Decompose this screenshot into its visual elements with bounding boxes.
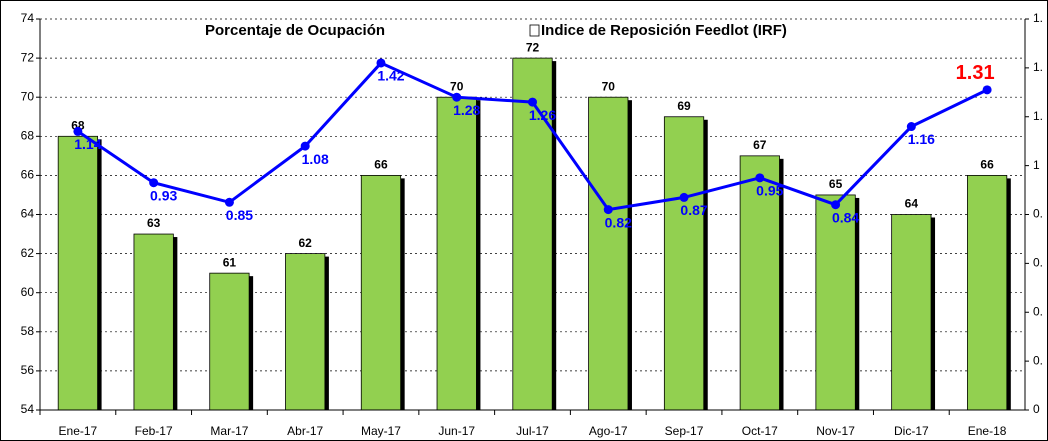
line-value-label: 1.14: [74, 136, 101, 152]
line-point: [982, 85, 992, 95]
x-tick-label: Ene-18: [968, 424, 1007, 438]
y-tick-label: 74: [21, 11, 35, 25]
bar-value-label: 69: [677, 99, 691, 113]
line-point: [528, 97, 537, 107]
y-tick-label: 62: [21, 246, 35, 260]
y2-tick-label: 1: [1033, 158, 1040, 172]
line-value-label: 1.42: [377, 68, 404, 84]
bar-value-label: 72: [526, 40, 540, 54]
line-point: [300, 141, 310, 151]
x-tick-label: Jun-17: [438, 424, 475, 438]
line-point: [755, 173, 765, 183]
bar: [891, 214, 932, 411]
y-tick-label: 72: [21, 50, 35, 64]
line-value-label: 1.31: [956, 62, 995, 84]
bar: [133, 233, 174, 411]
bar: [739, 155, 780, 411]
y2-tick-label: 1.: [1033, 60, 1043, 74]
line-value-label: 0.95: [756, 183, 783, 199]
y2-tick-label: 0.: [1033, 207, 1043, 221]
x-tick-label: Jul-17: [516, 424, 549, 438]
bar: [209, 272, 250, 411]
line-point: [603, 205, 613, 215]
x-tick-label: Oct-17: [742, 424, 778, 438]
bar-value-label: 66: [374, 158, 388, 172]
line-value-label: 1.08: [302, 151, 329, 167]
line-point: [224, 197, 234, 207]
bar: [360, 174, 402, 411]
bar-value-label: 61: [223, 255, 237, 269]
y-tick-label: 60: [21, 285, 35, 299]
line-value-label: 0.82: [605, 214, 632, 230]
line-value-label: 0.87: [680, 202, 707, 218]
bar: [588, 96, 629, 411]
line-value-label: 1.26: [529, 107, 556, 123]
y2-tick-label: 1.: [1033, 11, 1043, 25]
line-value-label: 0.84: [832, 209, 859, 225]
line-point: [376, 58, 386, 68]
line-value-label: 0.93: [150, 187, 177, 203]
bar: [967, 174, 1008, 411]
x-tick-label: Feb-17: [135, 424, 173, 438]
y2-tick-label: 0.: [1033, 353, 1043, 367]
x-tick-label: Ene-17: [59, 424, 98, 438]
line-point: [73, 126, 83, 136]
bar: [285, 253, 326, 411]
legend-label: Porcentaje de Ocupación: [205, 22, 385, 39]
y-tick-label: 68: [21, 128, 35, 142]
line-point: [906, 122, 916, 132]
bar-value-label: 65: [829, 177, 843, 191]
y-tick-label: 56: [21, 363, 35, 377]
line-value-label: 1.16: [908, 131, 935, 147]
bar-value-label: 67: [753, 138, 767, 152]
x-tick-label: Sep-17: [665, 424, 704, 438]
bar: [815, 194, 856, 411]
x-tick-label: Mar-17: [210, 424, 248, 438]
y2-tick-label: 0.: [1033, 304, 1043, 318]
bar: [512, 57, 553, 411]
bar-value-label: 62: [299, 236, 313, 250]
y-tick-label: 58: [21, 324, 35, 338]
bar-value-label: 63: [147, 216, 161, 230]
bar: [436, 96, 477, 411]
line-point: [452, 92, 462, 102]
x-tick-label: Abr-17: [287, 424, 323, 438]
bar-value-label: 70: [450, 79, 464, 93]
y-tick-label: 64: [21, 207, 35, 221]
y2-tick-label: 0: [1033, 402, 1040, 416]
line-point: [679, 192, 689, 202]
legend-swatch: [529, 24, 540, 37]
y-tick-label: 66: [21, 168, 35, 182]
line-point: [149, 178, 159, 188]
y-tick-label: 54: [21, 402, 35, 416]
bar: [663, 116, 705, 411]
y2-tick-label: 1.: [1033, 109, 1043, 123]
legend-label: Indice de Reposición Feedlot (IRF): [541, 22, 787, 39]
x-tick-label: May-17: [361, 424, 401, 438]
line-value-label: 0.85: [226, 207, 253, 223]
x-tick-label: Dic-17: [894, 424, 929, 438]
y2-tick-label: 0.: [1033, 256, 1043, 270]
line-value-label: 1.28: [453, 102, 480, 118]
bar-value-label: 64: [905, 197, 919, 211]
bar: [57, 135, 98, 411]
bar-value-label: 66: [980, 158, 994, 172]
x-tick-label: Nov-17: [816, 424, 855, 438]
x-tick-label: Ago-17: [589, 424, 628, 438]
y-tick-label: 70: [21, 89, 35, 103]
line-point: [831, 200, 841, 210]
bar-value-label: 70: [602, 79, 616, 93]
